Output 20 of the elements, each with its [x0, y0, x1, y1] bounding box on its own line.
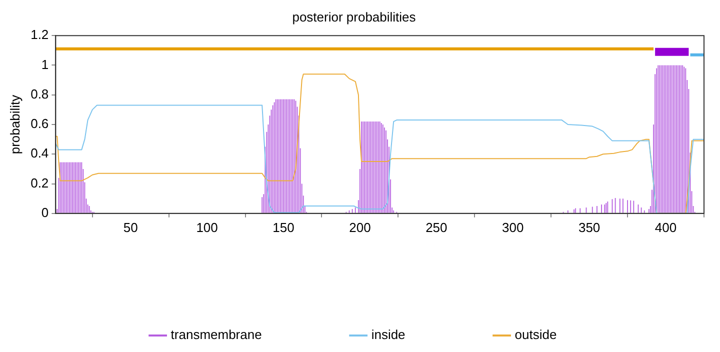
x-tick-label: 250: [426, 220, 448, 235]
x-tick-label: 150: [272, 220, 294, 235]
legend-label: inside: [371, 327, 406, 342]
x-tick-label: 200: [349, 220, 371, 235]
y-tick-label: 1.2: [30, 27, 49, 42]
y-tick-label: 0.8: [30, 86, 49, 102]
y-tick-label: 0.4: [30, 146, 49, 161]
legend-label: transmembrane: [170, 327, 262, 342]
x-tick-label: 350: [578, 220, 600, 235]
y-tick-label: 0.2: [30, 175, 49, 190]
x-tick-label: 400: [654, 220, 677, 235]
x-tick-label: 100: [196, 220, 218, 235]
y-tick-label: 0: [41, 204, 49, 220]
y-axis-title: probability: [7, 94, 22, 154]
x-tick-label: 50: [123, 220, 138, 235]
chart-title: posterior probabilities: [292, 9, 416, 24]
y-tick-label: 1: [41, 56, 49, 72]
x-tick-label: 300: [502, 220, 524, 235]
legend-label: outside: [514, 327, 557, 342]
y-tick-label: 0.6: [30, 116, 49, 132]
